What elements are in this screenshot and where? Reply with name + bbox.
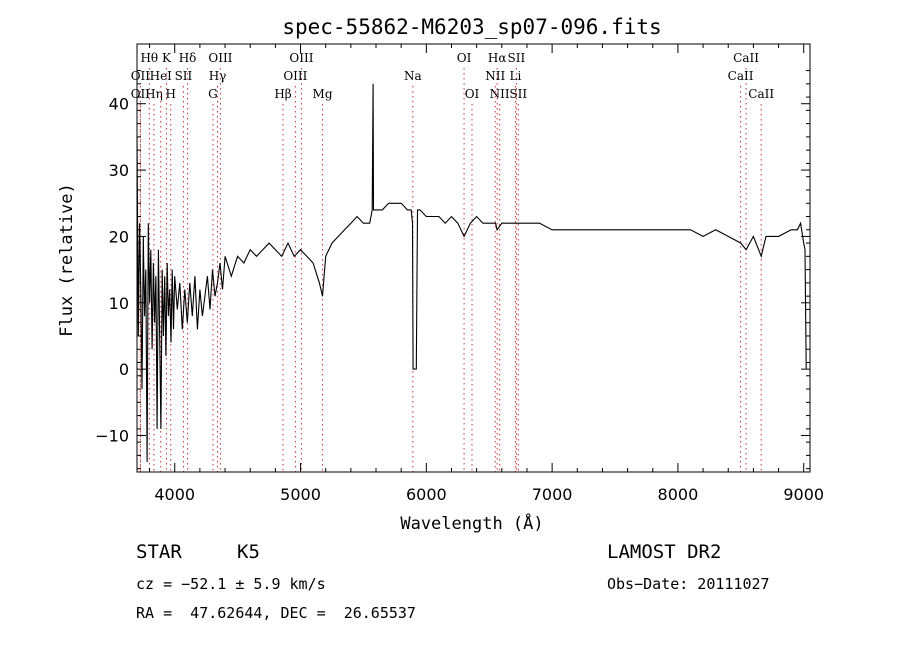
observation-date: Obs−Date: 20111027 [607,575,770,593]
y-tick-label: 10 [109,294,129,313]
line-marker-label: K [162,51,172,65]
redshift-readout: cz = −52.1 ± 5.9 km/s [136,575,326,593]
line-marker-label: OIII [289,51,313,65]
y-tick-label: 0 [119,360,129,379]
x-tick-label: 4000 [154,485,195,504]
x-tick-label: 6000 [406,485,447,504]
line-marker-label: SII [509,87,527,101]
y-tick-label: 30 [109,161,129,180]
line-marker-label: NII [485,69,505,83]
line-marker-label: OIII [283,69,307,83]
line-marker-label: OI [457,51,472,65]
y-tick-label: 20 [109,227,129,246]
coordinates-readout: RA = 47.62644, DEC = 26.65537 [136,604,416,622]
line-marker-label: OII [131,87,151,101]
object-subclass: K5 [237,541,260,563]
object-class: STAR [136,541,182,563]
line-marker-label: Hγ [209,69,227,83]
line-marker-label: SII [508,51,526,65]
line-marker-label: HeI [150,69,173,83]
y-tick-label: −10 [95,427,129,446]
line-marker-label: G [208,87,218,101]
y-axis-ticks: −10 0 10 20 30 40 [95,70,810,470]
line-marker-label: CaII [748,87,774,101]
line-marker-label: CaII [728,69,754,83]
x-axis-ticks: 4000 5000 6000 7000 8000 9000 [149,44,824,504]
line-marker-label: Hβ [274,87,291,101]
line-marker-label: H [165,87,175,101]
line-marker-label: SII [175,69,193,83]
x-tick-label: 8000 [658,485,699,504]
x-axis-label: Wavelength (Å) [400,512,543,534]
spectrum-line [136,83,807,463]
line-marker-label: Li [509,69,521,83]
x-tick-label: 9000 [783,485,824,504]
survey-name: LAMOST DR2 [607,541,722,563]
line-marker-label: Hδ [179,51,197,65]
line-marker-label: Hθ [140,51,158,65]
line-marker-label: OI [465,87,480,101]
x-tick-label: 5000 [280,485,321,504]
line-marker-label: Na [404,69,422,83]
y-axis-label: Flux (relative) [57,183,77,337]
line-marker-label: OIII [208,51,232,65]
plot-frame [136,43,811,473]
line-marker-label: OII [131,69,151,83]
line-marker-label: CaII [733,51,759,65]
line-marker-label: Hη [145,87,163,101]
line-marker-label: NII [490,87,510,101]
y-tick-label: 40 [109,95,129,114]
line-marker-label: Hα [488,51,507,65]
x-tick-label: 7000 [532,485,573,504]
line-marker-label: Mg [313,87,333,101]
chart-title: spec-55862-M6203_sp07-096.fits [282,15,661,39]
